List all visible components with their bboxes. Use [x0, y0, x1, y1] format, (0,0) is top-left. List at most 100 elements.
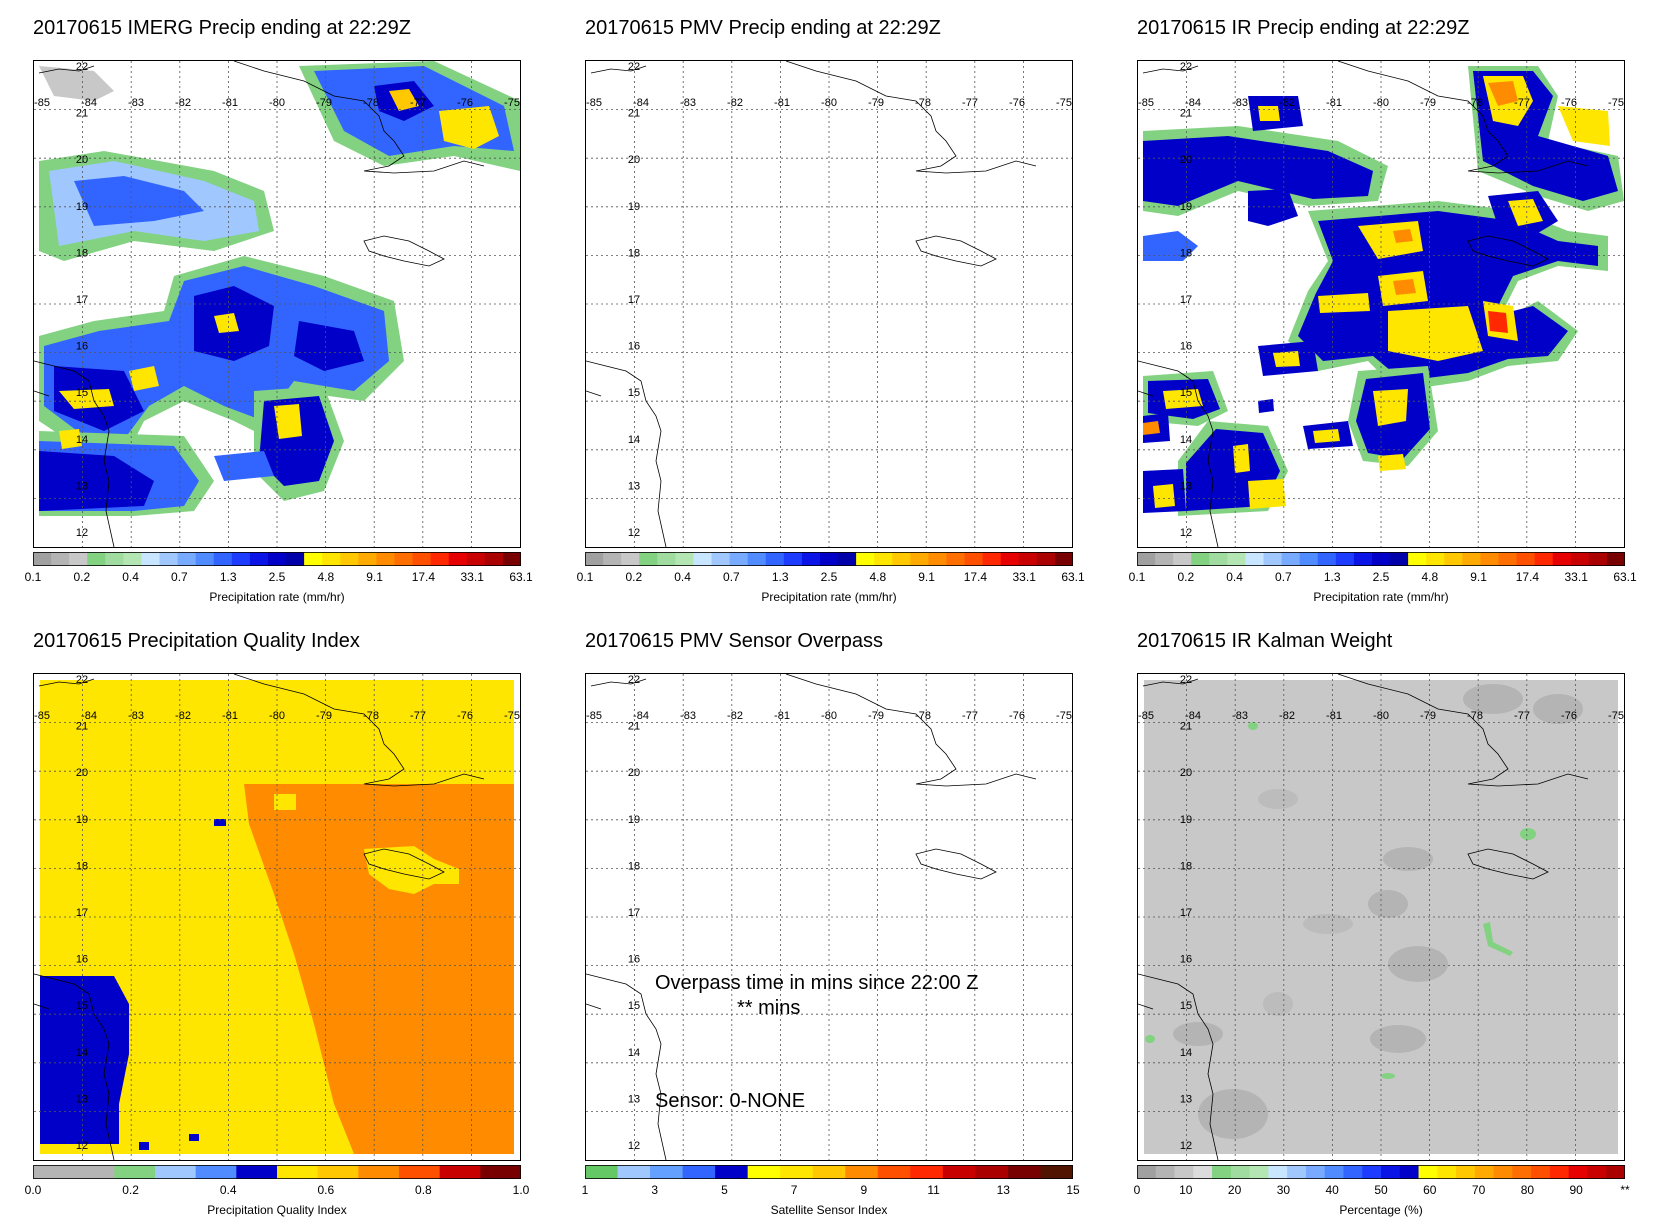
lat-label: 15	[628, 1000, 640, 1012]
colorbar-tick: 0.8	[415, 1183, 432, 1197]
lon-label: -78	[1467, 710, 1483, 722]
colorbar-tick: 17.4	[963, 570, 988, 584]
colorbar-tick: 4.8	[1421, 570, 1439, 584]
colorbar-swatch	[195, 552, 215, 566]
colorbar-swatch	[964, 552, 984, 566]
lon-label: -76	[1009, 97, 1025, 109]
axis-labels-overpass: -85 -84 -83 -82 -81 -80 -79 -78 -77 -76 -75 22 21 20 1…	[586, 674, 1072, 1152]
colorbar-swatch	[838, 552, 857, 566]
lat-label: 13	[628, 480, 640, 492]
colorbar-tick: 0.4	[674, 570, 691, 584]
lon-label: -75	[1608, 710, 1624, 722]
colorbar-swatch	[480, 1165, 521, 1179]
lat-label: 22	[76, 61, 88, 73]
map-overpass-svg: -85 -84 -83 -82 -81 -80 -79 -78 -77 -76 -75 22 21 20 1…	[586, 674, 1072, 1160]
lon-label: -83	[1232, 97, 1248, 109]
colorbar-swatch	[448, 552, 468, 566]
colorbar-tick: 4.8	[869, 570, 887, 584]
lat-label: 17	[1180, 294, 1192, 306]
colorbar-tick: 90	[1569, 1183, 1583, 1197]
lon-label: -79	[1420, 710, 1436, 722]
colorbar-swatch	[1317, 552, 1337, 566]
colorbar-ir	[1137, 552, 1625, 566]
colorbar-swatch	[856, 552, 875, 566]
quality-field	[40, 680, 514, 1154]
lat-label: 20	[76, 154, 88, 166]
colorbar-tick: 7	[790, 1183, 798, 1197]
colorbar-swatch	[928, 552, 947, 566]
colorbar-swatch	[892, 552, 911, 566]
colorbar-swatch	[412, 552, 432, 566]
lon-label: -75	[504, 97, 520, 109]
lon-label: -80	[269, 710, 285, 722]
panel-title-pqi: 20170615 Precipitation Quality Index	[33, 630, 360, 652]
colorbar-tick: 0.7	[1275, 570, 1292, 584]
colorbar-ticks-imerg: 0.1 0.2 0.4 0.7 1.3 2.5 4.8 9.1 17.4 33.1 63.1	[25, 570, 533, 584]
lat-label: 19	[1180, 814, 1192, 826]
panel-title-kalman: 20170615 IR Kalman Weight	[1137, 630, 1393, 652]
colorbar-swatch	[946, 552, 966, 566]
colorbar-swatch	[439, 1165, 481, 1179]
map-pmv: -85 -84 -83 -82 -81 -80 -79 -78 -77 -76 -75 22 21 20 1…	[585, 60, 1073, 548]
lon-label: -77	[962, 97, 978, 109]
lat-label: 12	[76, 1140, 88, 1152]
lon-label: -83	[1232, 710, 1248, 722]
colorbar-swatch	[304, 552, 323, 566]
colorbar-swatch	[73, 1165, 115, 1179]
lon-label: -82	[1279, 97, 1295, 109]
coastline-overpass	[586, 674, 1037, 1160]
lat-label: 21	[628, 721, 640, 733]
colorbar-swatch	[236, 1165, 278, 1179]
colorbar-tick: 9.1	[1470, 570, 1487, 584]
colorbar-swatch	[1516, 552, 1536, 566]
lon-label: -80	[1373, 710, 1389, 722]
colorbar-tick: 0.2	[625, 570, 643, 584]
colorbar-swatch	[1191, 552, 1210, 566]
colorbar-swatch	[33, 1165, 75, 1179]
colorbar-swatch	[682, 1165, 716, 1179]
lat-label: 14	[1180, 1047, 1192, 1059]
map-imerg-svg: -85 -84 -83 -82 -81 -80 -79 -78 -77 -76 -75 22 21 20 1…	[34, 61, 520, 547]
lat-label: 17	[76, 907, 88, 919]
colorbar-swatch	[1418, 1165, 1438, 1179]
colorbar-tick: 17.4	[1515, 570, 1540, 584]
colorbar-swatch	[711, 552, 731, 566]
lat-label: 14	[628, 434, 640, 446]
colorbar-tick: 63.1	[1061, 570, 1085, 584]
lat-label: 14	[628, 1047, 640, 1059]
map-overpass: -85 -84 -83 -82 -81 -80 -79 -78 -77 -76 -75 22 21 20 1…	[585, 673, 1073, 1161]
colorbar-swatch	[123, 552, 142, 566]
grid-pmv	[586, 61, 1072, 547]
lat-label: 14	[76, 1047, 88, 1059]
colorbar-swatch	[1054, 552, 1073, 566]
precip-field-imerg	[39, 61, 520, 516]
lat-label: 19	[76, 201, 88, 213]
map-ir: -85 -84 -83 -82 -81 -80 -79 -78 -77 -76 -75 22 21 20 1…	[1137, 60, 1625, 548]
lon-label: -80	[1373, 97, 1389, 109]
colorbar-swatch	[340, 552, 359, 566]
colorbar-tick: 50	[1374, 1183, 1388, 1197]
map-pqi: -85 -84 -83 -82 -81 -80 -79 -78 -77 -76 -75 22 21 20 1…	[33, 673, 521, 1161]
lon-label: -75	[1608, 97, 1624, 109]
colorbar-swatch	[650, 1165, 684, 1179]
lat-label: 18	[1180, 247, 1192, 259]
colorbar-tick: 0.2	[1177, 570, 1195, 584]
colorbar-tick: 9	[860, 1183, 868, 1197]
colorbar-swatch	[195, 1165, 237, 1179]
lat-label: 12	[628, 527, 640, 539]
kalman-field	[1144, 680, 1618, 1154]
colorbar-swatch	[1343, 1165, 1363, 1179]
colorbar-swatch	[1018, 552, 1038, 566]
lat-label: 20	[1180, 154, 1192, 166]
colorbar-swatch	[1498, 552, 1518, 566]
lat-label: 12	[1180, 527, 1192, 539]
colorbar-swatch	[1362, 1165, 1382, 1179]
lon-label: -83	[128, 710, 144, 722]
lon-label: -84	[81, 97, 97, 109]
colorbar-swatch	[1534, 552, 1554, 566]
lon-label: -75	[504, 710, 520, 722]
map-imerg: -85 -84 -83 -82 -81 -80 -79 -78 -77 -76 -75 22 21 20 1…	[33, 60, 521, 548]
colorbar-swatch	[845, 1165, 879, 1179]
colorbar-swatch	[783, 552, 803, 566]
colorbar-ticks-kalman: 0 10 20 30 40 50 60 70 80 90 **	[1134, 1183, 1630, 1197]
